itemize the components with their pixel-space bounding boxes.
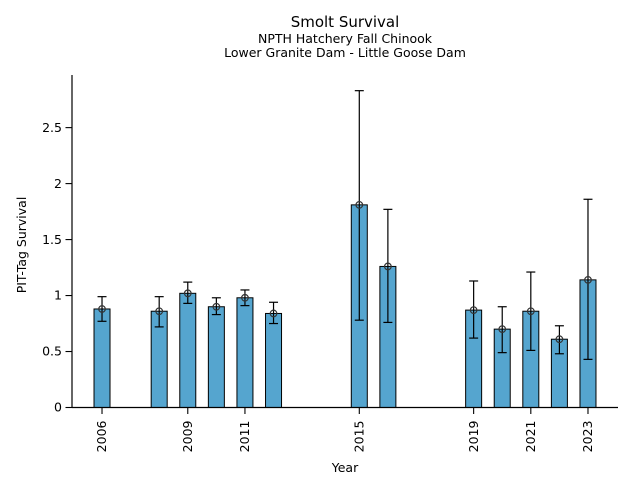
point-marker-2010 xyxy=(212,302,221,311)
chart-title: Smolt Survival xyxy=(291,13,400,31)
x-tick-label: 2011 xyxy=(237,421,252,453)
point-marker-2016 xyxy=(383,262,392,271)
y-tick-label: 0 xyxy=(54,400,62,415)
y-tick-label: 1 xyxy=(54,288,62,303)
point-marker-2021 xyxy=(526,307,535,316)
point-marker-2009 xyxy=(183,289,192,298)
point-marker-2019 xyxy=(469,306,478,315)
y-tick-label: 2 xyxy=(54,176,62,191)
point-marker-2020 xyxy=(498,325,507,334)
x-tick-label: 2006 xyxy=(94,420,109,452)
y-axis-label: PIT-Tag Survival xyxy=(14,197,29,294)
point-marker-2008 xyxy=(155,307,164,316)
point-marker-2012 xyxy=(269,309,278,318)
x-tick-label: 2019 xyxy=(466,420,481,452)
bar-2011 xyxy=(236,297,254,408)
point-marker-2006 xyxy=(98,305,106,313)
y-tick-label: 0.5 xyxy=(42,344,62,359)
plot-area: 0 0.5 1 1.5 2 2.5 2006 2009 2011 2015 2019 2021 2023 xyxy=(42,75,618,452)
x-tick-label: 2009 xyxy=(180,420,195,452)
y-tick-label: 1.5 xyxy=(42,232,62,247)
bar-2009 xyxy=(179,292,197,408)
chart-subtitle-line2: Lower Granite Dam - Little Goose Dam xyxy=(224,45,466,60)
bar-2012 xyxy=(265,312,283,408)
x-tick-label: 2015 xyxy=(351,421,366,453)
point-marker-2023 xyxy=(584,275,592,284)
x-tick-label: 2021 xyxy=(523,421,538,453)
y-tick-label: 2.5 xyxy=(42,120,62,135)
x-axis-label: Year xyxy=(331,460,359,475)
x-tick-label: 2023 xyxy=(580,421,595,453)
point-marker-2015 xyxy=(355,200,364,209)
point-marker-2022 xyxy=(555,335,564,344)
bar-2010 xyxy=(207,306,225,409)
chart-subtitle-line1: NPTH Hatchery Fall Chinook xyxy=(258,31,433,46)
bar-2006 xyxy=(93,308,111,408)
point-marker-2011 xyxy=(241,293,249,302)
